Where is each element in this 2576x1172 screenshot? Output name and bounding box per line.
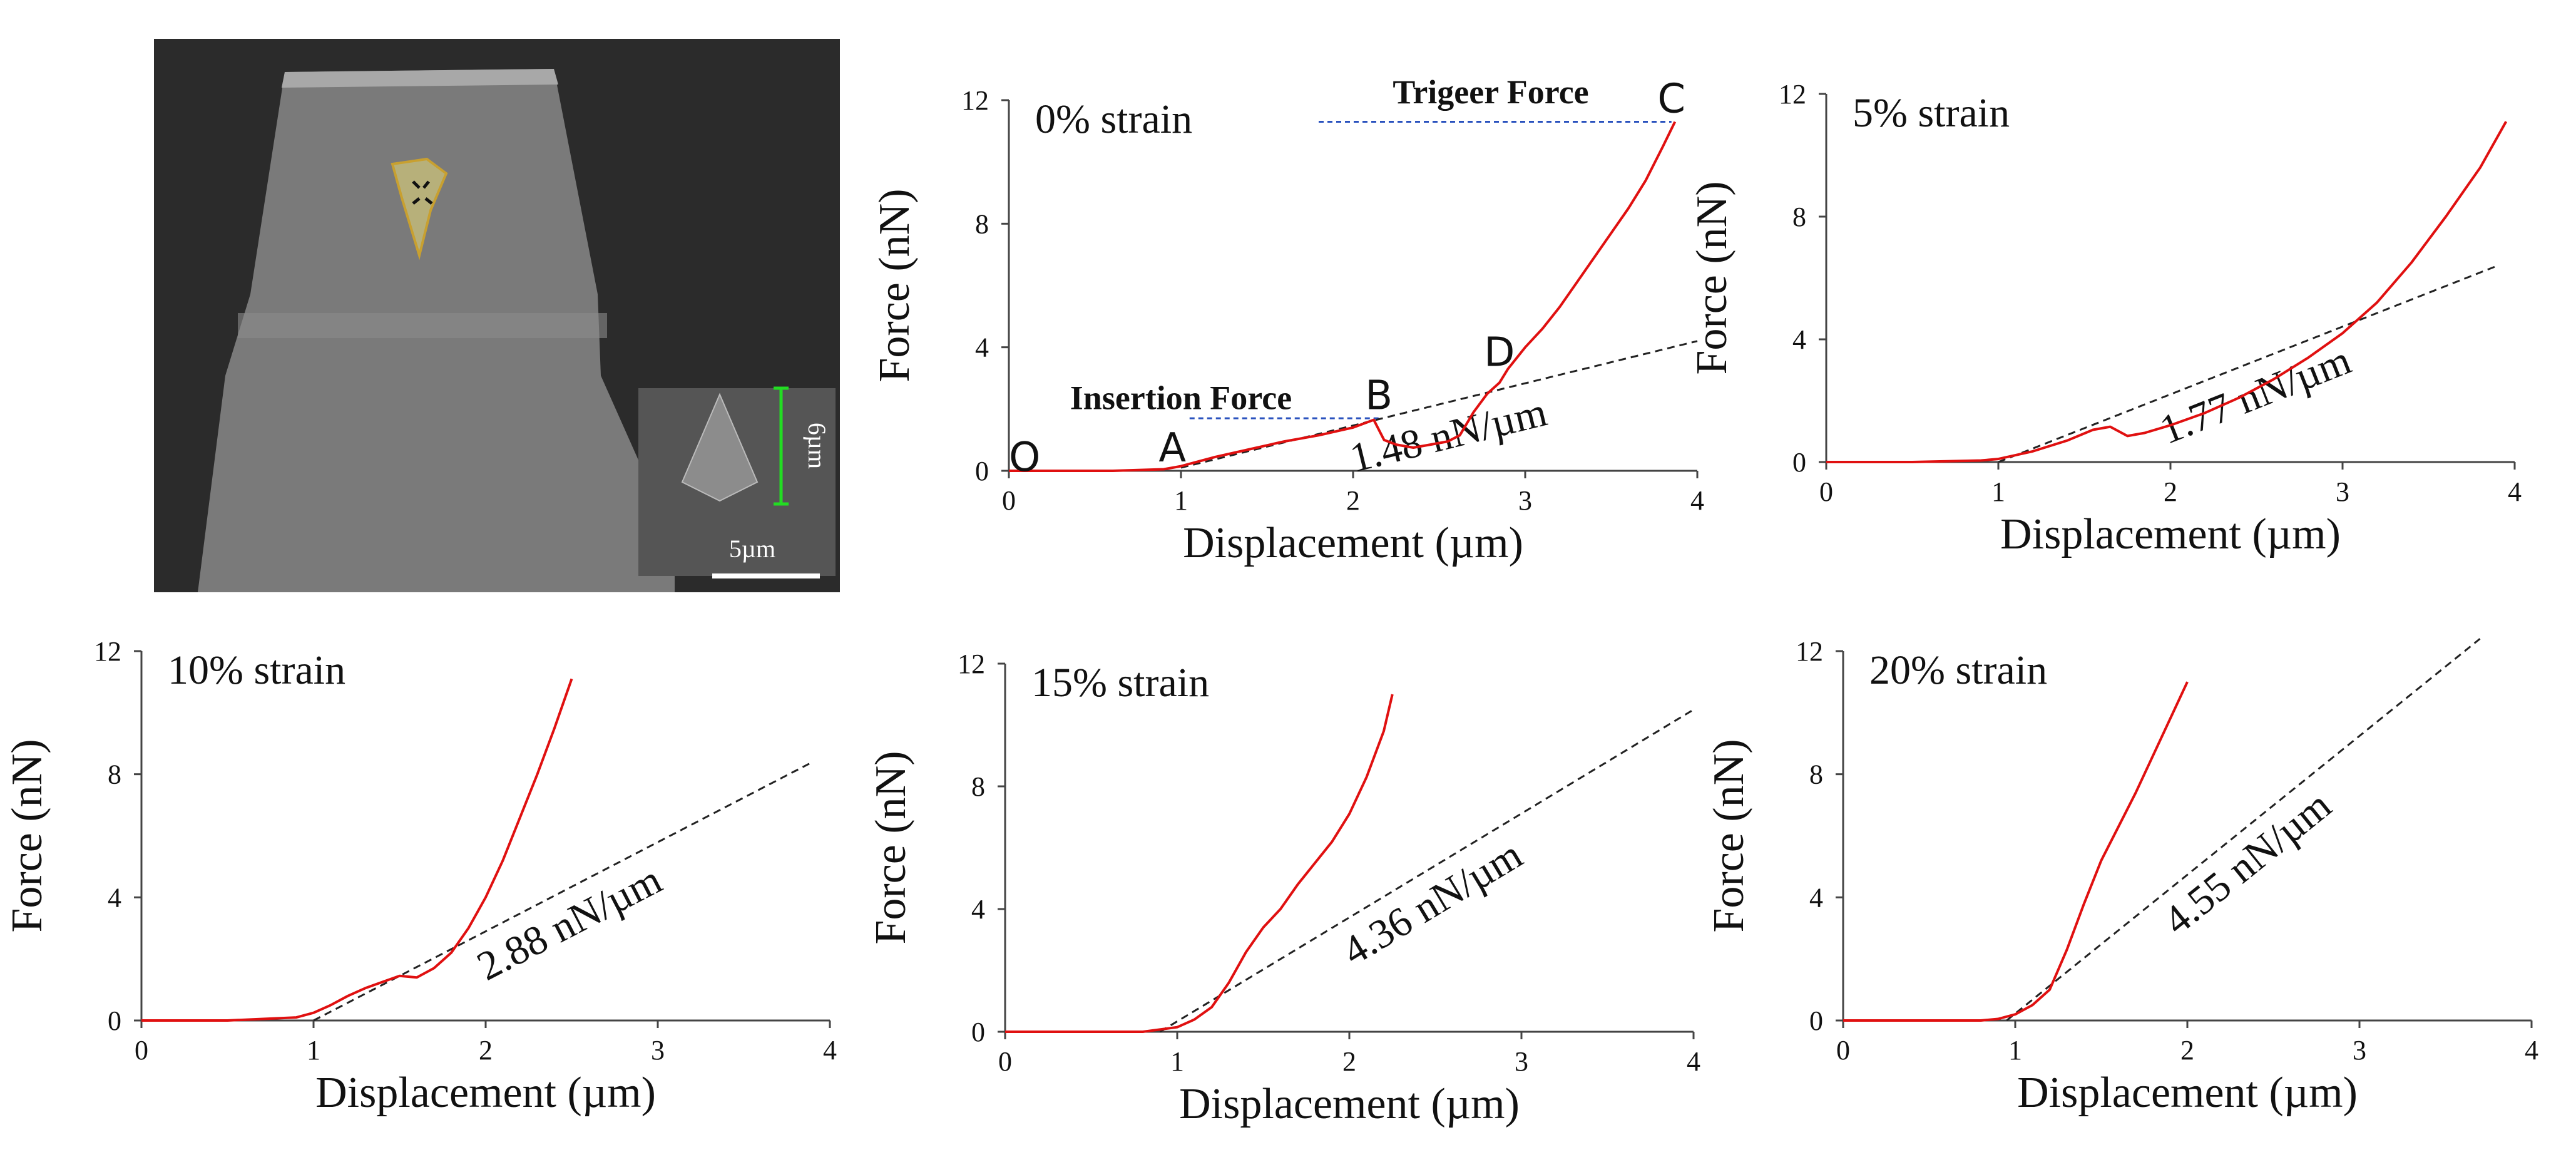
sem-dimension-label: 6µm xyxy=(803,423,831,469)
y-tick-label: 12 xyxy=(94,636,121,667)
annotation: A xyxy=(1158,425,1186,471)
x-tick-label: 3 xyxy=(1518,485,1532,516)
x-tick-label: 1 xyxy=(1174,485,1188,516)
y-tick-label: 4 xyxy=(1809,882,1823,913)
fit-line xyxy=(2006,638,2481,1022)
x-tick-label: 1 xyxy=(1991,476,2005,507)
x-tick-label: 2 xyxy=(1342,1046,1356,1077)
y-axis-label: Force (nN) xyxy=(3,739,51,932)
y-tick-label: 4 xyxy=(108,882,121,913)
chart-title: 0% strain xyxy=(1035,96,1192,142)
sem-pillar-band xyxy=(238,313,607,338)
x-tick-label: 3 xyxy=(2336,476,2349,507)
y-axis-label: Force (nN) xyxy=(867,751,915,944)
annotation: C xyxy=(1657,76,1685,123)
sem-indent-outline xyxy=(391,157,448,260)
chart-title: 5% strain xyxy=(1853,90,2010,136)
x-tick-label: 1 xyxy=(2008,1035,2022,1066)
y-tick-label: 12 xyxy=(1796,636,1823,667)
chart-title: 15% strain xyxy=(1031,660,1209,706)
x-tick-label: 1 xyxy=(307,1035,320,1066)
x-axis-label: Displacement (µm) xyxy=(1179,1080,1520,1128)
x-tick-label: 4 xyxy=(2525,1035,2538,1066)
sem-scalebar-label: 5µm xyxy=(729,535,775,563)
sem-pillar-top-edge xyxy=(282,69,558,88)
data-series-line xyxy=(1009,121,1677,472)
annotation: O xyxy=(1009,434,1040,481)
y-tick-label: 12 xyxy=(961,85,989,116)
data-series-line xyxy=(141,678,573,1022)
y-tick-label: 0 xyxy=(975,456,989,486)
annotation: D xyxy=(1484,329,1515,376)
y-axis-label: Force (nN) xyxy=(1705,739,1753,932)
chart-title: 10% strain xyxy=(168,647,345,693)
x-tick-label: 4 xyxy=(1687,1046,1700,1077)
fit-line xyxy=(1998,265,2498,463)
y-tick-label: 8 xyxy=(975,208,989,239)
x-axis-label: Displacement (µm) xyxy=(2017,1069,2358,1117)
annotation: Insertion Force xyxy=(1070,379,1292,416)
y-tick-label: 4 xyxy=(975,332,989,363)
y-tick-label: 12 xyxy=(1779,79,1806,110)
x-tick-label: 4 xyxy=(1690,485,1704,516)
x-tick-label: 4 xyxy=(2508,476,2522,507)
x-tick-label: 4 xyxy=(823,1035,837,1066)
sem-inset-pyramid xyxy=(681,393,759,502)
sem-image: 6µm 5µm xyxy=(154,39,840,592)
sem-indent-arrows xyxy=(412,180,433,205)
x-tick-label: 0 xyxy=(1819,476,1833,507)
y-tick-label: 8 xyxy=(1809,759,1823,790)
data-series-line xyxy=(1843,681,2189,1022)
data-series-line xyxy=(1005,694,1394,1033)
y-axis-label: Force (nN) xyxy=(1688,181,1736,374)
x-axis-label: Displacement (µm) xyxy=(1183,519,1523,567)
y-tick-label: 0 xyxy=(971,1017,985,1047)
y-tick-label: 4 xyxy=(971,894,985,925)
y-tick-label: 8 xyxy=(971,771,985,802)
x-tick-label: 3 xyxy=(651,1035,665,1066)
y-tick-label: 12 xyxy=(958,649,985,679)
x-axis-label: Displacement (µm) xyxy=(2000,510,2341,558)
x-tick-label: 0 xyxy=(1836,1035,1850,1066)
y-tick-label: 0 xyxy=(1809,1005,1823,1036)
x-tick-label: 0 xyxy=(135,1035,148,1066)
x-tick-label: 2 xyxy=(2180,1035,2194,1066)
x-tick-label: 3 xyxy=(2353,1035,2366,1066)
data-series-line xyxy=(1826,121,2508,463)
x-tick-label: 1 xyxy=(1170,1046,1184,1077)
y-tick-label: 4 xyxy=(1792,324,1806,355)
x-tick-label: 2 xyxy=(2164,476,2177,507)
x-tick-label: 2 xyxy=(1346,485,1360,516)
y-tick-label: 8 xyxy=(108,759,121,790)
x-tick-label: 2 xyxy=(479,1035,493,1066)
y-axis-label: Force (nN) xyxy=(871,188,919,382)
annotation: Trigeer Force xyxy=(1393,73,1588,111)
x-tick-label: 3 xyxy=(1515,1046,1528,1077)
chart-title: 20% strain xyxy=(1869,647,2047,693)
y-tick-label: 8 xyxy=(1792,202,1806,232)
x-tick-label: 0 xyxy=(998,1046,1012,1077)
annotation: B xyxy=(1365,373,1393,419)
fit-line xyxy=(1159,709,1694,1033)
x-tick-label: 0 xyxy=(1002,485,1016,516)
x-axis-label: Displacement (µm) xyxy=(315,1069,656,1117)
y-tick-label: 0 xyxy=(108,1005,121,1036)
fit-line xyxy=(1180,340,1698,469)
y-tick-label: 0 xyxy=(1792,447,1806,478)
